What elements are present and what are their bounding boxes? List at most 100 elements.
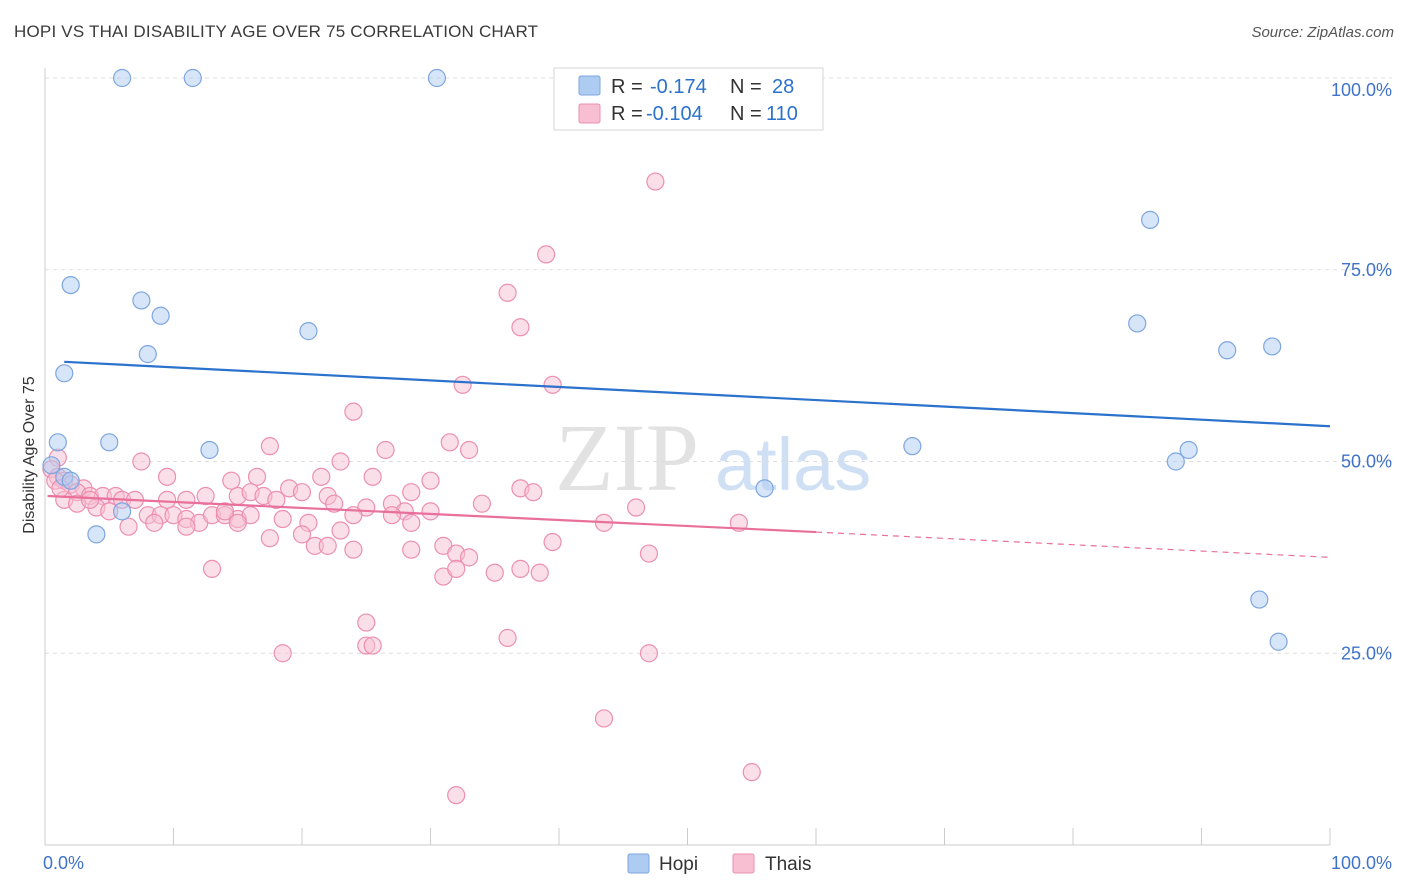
watermark-zip: ZIP xyxy=(555,404,699,511)
thai-point xyxy=(626,498,646,517)
watermark-atlas: atlas xyxy=(715,423,871,506)
hopi-trend-line xyxy=(64,360,1331,428)
hopi-point xyxy=(299,322,318,341)
thai-point xyxy=(119,517,138,536)
legend-thai-swatch xyxy=(578,103,601,124)
legend-hopi-r-value: -0.174 xyxy=(650,76,707,98)
axes xyxy=(44,68,1331,846)
x-tick-label: 0.0% xyxy=(43,853,84,873)
hopi-point xyxy=(183,68,202,88)
thai-point xyxy=(331,452,350,471)
thai-point xyxy=(318,536,337,555)
thai-point xyxy=(292,483,312,502)
chart-title: HOPI VS THAI DISABILITY AGE OVER 75 CORR… xyxy=(14,22,539,41)
thai-point xyxy=(511,318,530,337)
hopi-point xyxy=(1128,314,1147,333)
trend-lines xyxy=(47,360,1331,558)
hopi-point xyxy=(151,306,170,325)
hopi-points xyxy=(42,68,1288,651)
hopi-point xyxy=(1179,440,1198,460)
thai-point xyxy=(363,467,382,486)
thai-point xyxy=(639,544,659,563)
bottom-legend-hopi-swatch xyxy=(627,853,650,874)
hopi-point xyxy=(100,433,119,452)
hopi-point xyxy=(112,502,132,521)
thai-point xyxy=(344,402,363,421)
thai-point xyxy=(421,502,440,521)
thai-point xyxy=(292,525,312,544)
thai-point xyxy=(402,483,421,502)
thai-point xyxy=(363,636,382,655)
hopi-point xyxy=(87,525,106,544)
thai-point xyxy=(331,521,350,540)
legend-hopi-n-value: 28 xyxy=(772,76,794,98)
x-tick-label: 100.0% xyxy=(1331,853,1392,873)
thai-point xyxy=(498,628,517,648)
hopi-point xyxy=(132,291,151,310)
source-label: Source: ZipAtlas.com xyxy=(1251,24,1394,41)
thai-point xyxy=(498,283,517,302)
bottom-legend-thai-swatch xyxy=(732,853,755,874)
thai-point xyxy=(177,517,196,536)
thai-point xyxy=(524,483,543,502)
legend-thai-r-label: R = xyxy=(611,103,643,125)
hopi-point xyxy=(42,456,61,475)
hopi-point xyxy=(1269,632,1288,651)
gridlines xyxy=(45,77,1392,654)
thai-point xyxy=(421,471,440,490)
bottom-legend-hopi-label: Hopi xyxy=(659,854,698,875)
hopi-point xyxy=(1250,590,1269,609)
thai-point xyxy=(202,559,222,578)
thai-point xyxy=(453,375,472,394)
hopi-point xyxy=(1263,337,1282,356)
thai-point xyxy=(80,490,100,509)
hopi-point xyxy=(61,275,80,295)
bottom-legend-thai-label: Thais xyxy=(765,854,811,875)
legend: R = -0.174 N = 28 R = -0.104 N = 110 xyxy=(553,67,824,131)
thai-point xyxy=(228,513,247,532)
thai-point xyxy=(145,513,164,532)
hopi-point xyxy=(1166,452,1185,471)
thai-point xyxy=(325,494,344,513)
thai-point xyxy=(447,786,466,805)
y-tick-label: 100.0% xyxy=(1331,80,1392,100)
thai-trend-line-dashed xyxy=(815,531,1331,558)
thai-point xyxy=(222,471,241,490)
hopi-point xyxy=(200,440,219,460)
hopi-point xyxy=(427,68,447,88)
thai-point xyxy=(157,467,177,486)
y-tick-label: 25.0% xyxy=(1341,643,1392,663)
thai-point xyxy=(472,494,491,513)
thai-point xyxy=(273,509,292,529)
thai-point xyxy=(132,452,151,471)
y-axis-label: Disability Age Over 75 xyxy=(21,376,38,534)
thai-point xyxy=(639,644,659,663)
hopi-point xyxy=(112,68,132,88)
thai-point xyxy=(543,532,562,552)
thai-point xyxy=(357,613,376,632)
thai-point xyxy=(344,540,363,559)
hopi-point xyxy=(1218,341,1237,360)
thai-point xyxy=(402,513,421,532)
thai-point xyxy=(215,502,234,521)
hopi-point xyxy=(903,437,922,456)
thai-point xyxy=(485,563,504,582)
thai-point xyxy=(402,540,421,559)
hopi-point xyxy=(1140,210,1160,229)
thai-point xyxy=(459,548,479,567)
thai-point xyxy=(447,559,466,578)
legend-thai-r-value: -0.104 xyxy=(646,103,703,125)
thai-point xyxy=(382,506,402,525)
legend-hopi-n-label: N = xyxy=(730,76,762,98)
legend-hopi-r-label: R = xyxy=(611,76,643,98)
thai-point xyxy=(273,644,292,663)
thai-point xyxy=(260,437,279,456)
thai-point xyxy=(312,467,331,486)
thai-point xyxy=(729,513,749,532)
thai-point xyxy=(543,375,562,394)
hopi-point xyxy=(48,433,67,452)
hopi-point xyxy=(61,471,80,490)
y-tick-label: 50.0% xyxy=(1341,452,1392,472)
thai-point xyxy=(177,490,196,509)
